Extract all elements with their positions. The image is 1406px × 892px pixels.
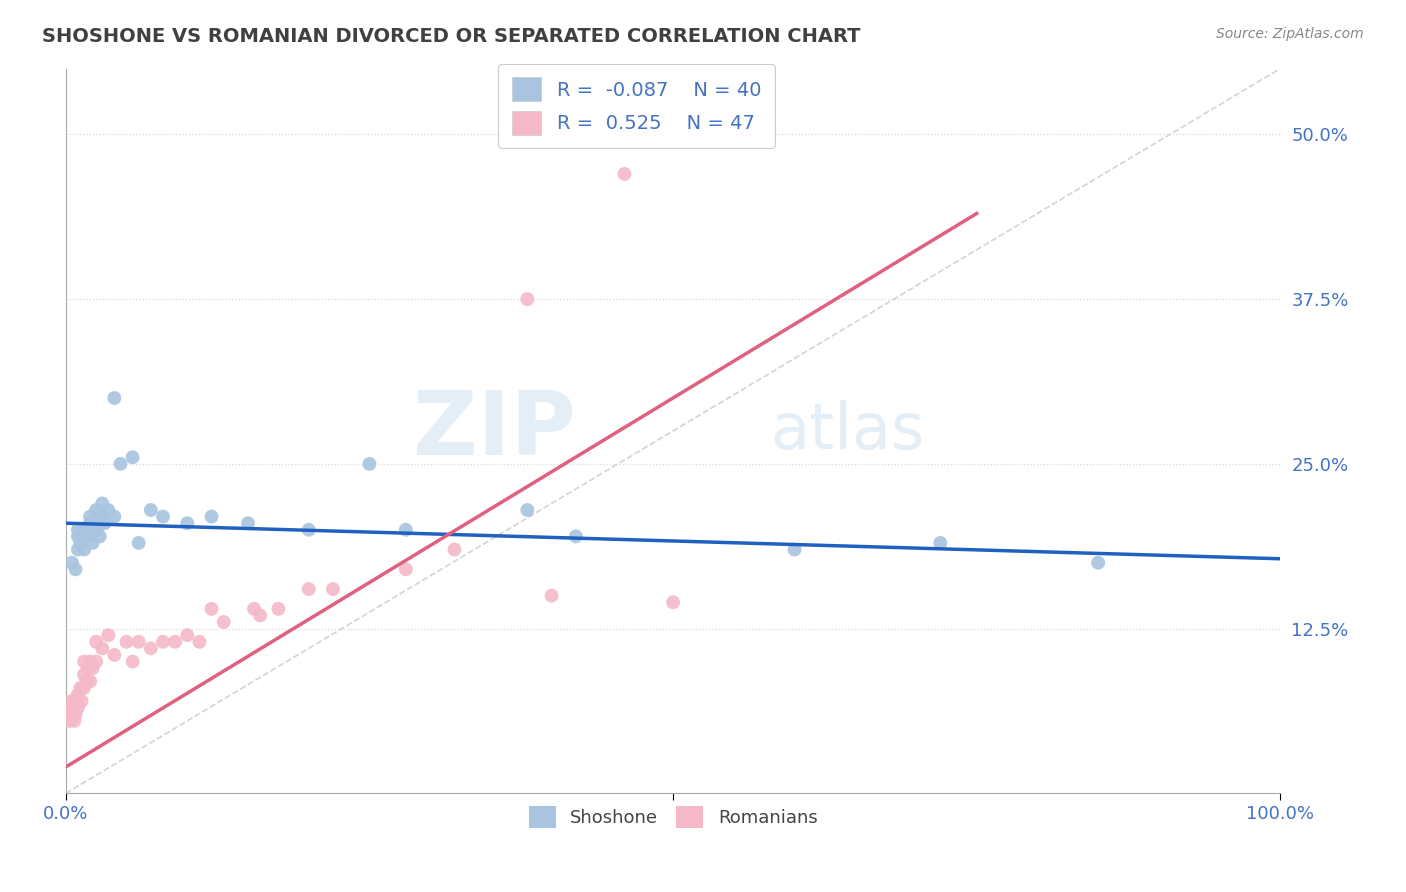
Point (73, 681, 96, 695)
Point (188, 634, 211, 648)
Point (75, 674, 97, 689)
Point (60, 694, 83, 708)
Point (121, 450, 143, 465)
Text: ZIP: ZIP (413, 387, 576, 475)
Point (783, 542, 806, 557)
Point (60, 707, 83, 722)
Point (298, 523, 321, 537)
Legend: Shoshone, Romanians: Shoshone, Romanians (522, 798, 825, 835)
Point (79, 529, 101, 543)
Point (73, 655, 96, 669)
Point (89, 529, 111, 543)
Point (613, 167, 636, 181)
Text: SHOSHONE VS ROMANIAN DIVORCED OR SEPARATED CORRELATION CHART: SHOSHONE VS ROMANIAN DIVORCED OR SEPARAT… (42, 27, 860, 45)
Point (79, 509, 101, 524)
Point (76, 529, 98, 543)
Point (97, 503, 120, 517)
Point (66, 523, 89, 537)
Point (91, 509, 114, 524)
Point (79, 655, 101, 669)
Point (152, 509, 174, 524)
Point (1087, 556, 1109, 570)
Text: Source: ZipAtlas.com: Source: ZipAtlas.com (1216, 27, 1364, 41)
Point (176, 516, 198, 531)
Point (59, 700, 82, 714)
Point (200, 602, 222, 616)
Point (79, 516, 101, 531)
Point (76, 661, 98, 675)
Point (121, 655, 143, 669)
Point (443, 542, 465, 557)
Point (139, 503, 162, 517)
Point (69, 681, 91, 695)
Point (97, 628, 120, 642)
Point (73, 667, 96, 681)
Point (65, 694, 87, 708)
Point (58, 707, 80, 722)
Point (103, 648, 125, 662)
Point (929, 536, 952, 550)
Point (249, 608, 271, 623)
Point (62, 700, 84, 714)
Point (66, 688, 89, 702)
Point (79, 674, 101, 689)
Point (395, 562, 418, 576)
Point (565, 529, 588, 543)
Point (66, 542, 89, 557)
Point (84, 655, 107, 669)
Point (322, 582, 344, 596)
Point (91, 641, 114, 656)
Point (176, 628, 198, 642)
Text: atlas: atlas (770, 400, 925, 462)
Point (73, 542, 96, 557)
Point (65, 562, 87, 576)
Point (103, 391, 125, 405)
Point (84, 523, 107, 537)
Point (128, 536, 150, 550)
Point (139, 641, 162, 656)
Point (540, 589, 562, 603)
Point (103, 509, 125, 524)
Point (152, 634, 174, 648)
Point (63, 714, 86, 728)
Point (200, 509, 222, 524)
Point (73, 523, 96, 537)
Point (165, 634, 187, 648)
Point (65, 707, 87, 722)
Point (66, 529, 89, 543)
Point (89, 516, 111, 531)
Point (516, 503, 538, 517)
Point (82, 536, 104, 550)
Point (110, 457, 132, 471)
Point (128, 634, 150, 648)
Point (359, 457, 381, 471)
Point (60, 556, 83, 570)
Point (516, 292, 538, 306)
Point (243, 602, 266, 616)
Point (395, 523, 418, 537)
Point (58, 714, 80, 728)
Point (298, 582, 321, 596)
Point (115, 634, 138, 648)
Point (212, 615, 235, 629)
Point (69, 536, 91, 550)
Point (662, 595, 685, 609)
Point (84, 503, 107, 517)
Point (66, 700, 89, 714)
Point (91, 496, 114, 510)
Point (70, 694, 93, 708)
Point (236, 516, 259, 531)
Point (267, 602, 290, 616)
Point (82, 523, 104, 537)
Point (93, 516, 115, 531)
Point (84, 634, 107, 648)
Point (82, 661, 104, 675)
